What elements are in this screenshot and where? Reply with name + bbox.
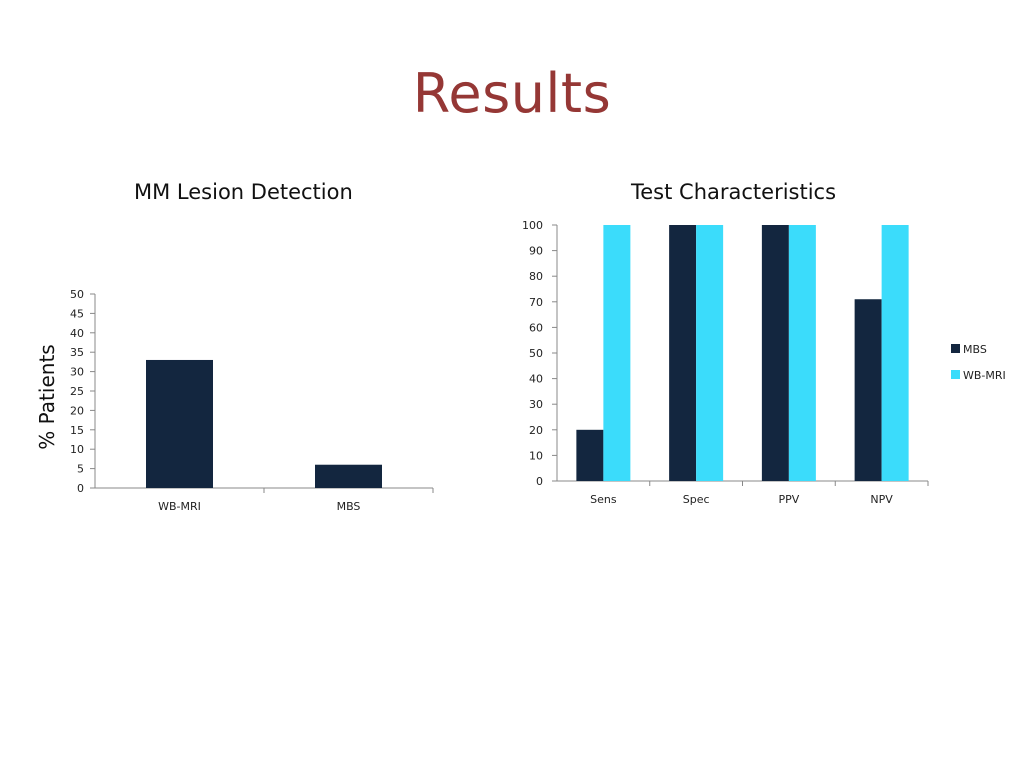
bar-wb-mri — [603, 225, 631, 481]
bar — [146, 359, 213, 488]
bar — [315, 464, 382, 488]
y-tick-label: 0 — [536, 475, 543, 488]
y-tick-label: 35 — [70, 346, 84, 359]
y-tick-label: 90 — [529, 245, 543, 258]
y-tick-label: 100 — [522, 219, 543, 232]
legend-label-mbs: MBS — [963, 343, 987, 356]
y-tick-label: 30 — [529, 398, 543, 411]
x-tick-label: NPV — [870, 493, 893, 506]
y-tick-label: 40 — [529, 373, 543, 386]
bar-wb-mri — [788, 225, 816, 481]
legend-swatch-mbs — [951, 344, 960, 353]
y-tick-label: 25 — [70, 385, 84, 398]
x-tick-label: PPV — [778, 493, 799, 506]
y-tick-label: 15 — [70, 424, 84, 437]
bar-mbs — [576, 429, 604, 481]
y-tick-label: 60 — [529, 321, 543, 334]
y-tick-label: 30 — [70, 366, 84, 379]
y-tick-label: 0 — [77, 482, 84, 495]
x-tick-label: WB-MRI — [158, 500, 201, 513]
y-tick-label: 70 — [529, 296, 543, 309]
y-tick-label: 40 — [70, 327, 84, 340]
y-tick-label: 50 — [529, 347, 543, 360]
chart-title-lesion-detection: MM Lesion Detection — [134, 180, 353, 204]
y-tick-label: 20 — [529, 424, 543, 437]
bar-wb-mri — [696, 225, 724, 481]
legend-label-wb-mri: WB-MRI — [963, 369, 1006, 382]
y-tick-label: 80 — [529, 270, 543, 283]
slide-title: Results — [412, 62, 612, 125]
x-tick-label: MBS — [337, 500, 361, 513]
y-tick-label: 10 — [70, 443, 84, 456]
chart-title-test-characteristics: Test Characteristics — [631, 180, 837, 204]
bar-mbs — [854, 299, 882, 481]
x-tick-label: Spec — [683, 493, 710, 506]
y-tick-label: 10 — [529, 449, 543, 462]
bar-wb-mri — [881, 225, 909, 481]
legend-swatch-wb-mri — [951, 370, 960, 379]
bar-mbs — [761, 225, 789, 481]
x-tick-label: Sens — [590, 493, 617, 506]
y-tick-label: 5 — [77, 463, 84, 476]
bar-mbs — [669, 225, 697, 481]
y-tick-label: 50 — [70, 288, 84, 301]
y-tick-label: 45 — [70, 307, 84, 320]
y-axis-label: % Patients — [35, 344, 59, 449]
y-tick-label: 20 — [70, 404, 84, 417]
